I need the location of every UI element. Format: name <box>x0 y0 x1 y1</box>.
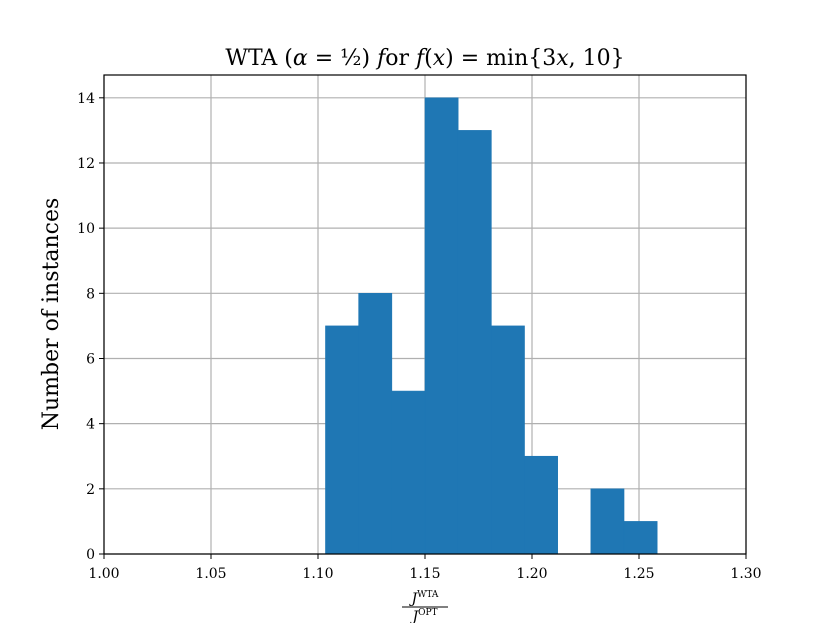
histogram-bar <box>623 521 658 555</box>
histogram-bar <box>457 130 492 555</box>
histogram-bar <box>491 325 525 555</box>
x-axis-label: JWTA JOPT <box>402 590 448 623</box>
x-tick-label: 1.25 <box>623 566 654 582</box>
histogram-bar <box>391 390 426 555</box>
y-axis-ticks: 0 2 4 6 8 10 12 14 <box>77 91 104 563</box>
y-tick-label: 8 <box>86 286 95 302</box>
y-tick-label: 12 <box>77 156 95 172</box>
histogram-bar <box>424 97 459 555</box>
y-tick-label: 0 <box>86 547 95 563</box>
x-tick-label: 1.00 <box>88 566 119 582</box>
x-axis-label-numerator: JWTA <box>409 590 439 607</box>
histogram-bars <box>325 97 658 555</box>
x-tick-label: 1.15 <box>409 566 440 582</box>
y-tick-label: 10 <box>77 221 95 237</box>
y-tick-label: 2 <box>86 482 95 498</box>
x-tick-label: 1.20 <box>516 566 547 582</box>
y-tick-label: 6 <box>86 351 95 367</box>
y-tick-label: 4 <box>86 417 95 433</box>
histogram-bar <box>358 293 393 555</box>
histogram-bar <box>524 455 558 555</box>
x-axis-ticks: 1.00 1.05 1.10 1.15 1.20 1.25 1.30 <box>88 554 762 582</box>
y-tick-label: 14 <box>77 91 95 107</box>
chart-title: WTA (α = ½) for f(x) = min{3x, 10} <box>225 46 624 71</box>
histogram-bar <box>590 488 625 555</box>
histogram-bar <box>325 325 359 555</box>
x-tick-label: 1.10 <box>302 566 333 582</box>
x-tick-label: 1.05 <box>195 566 226 582</box>
y-axis-label: Number of instances <box>39 198 64 431</box>
x-tick-label: 1.30 <box>730 566 761 582</box>
x-axis-label-denominator: JOPT <box>409 608 437 623</box>
